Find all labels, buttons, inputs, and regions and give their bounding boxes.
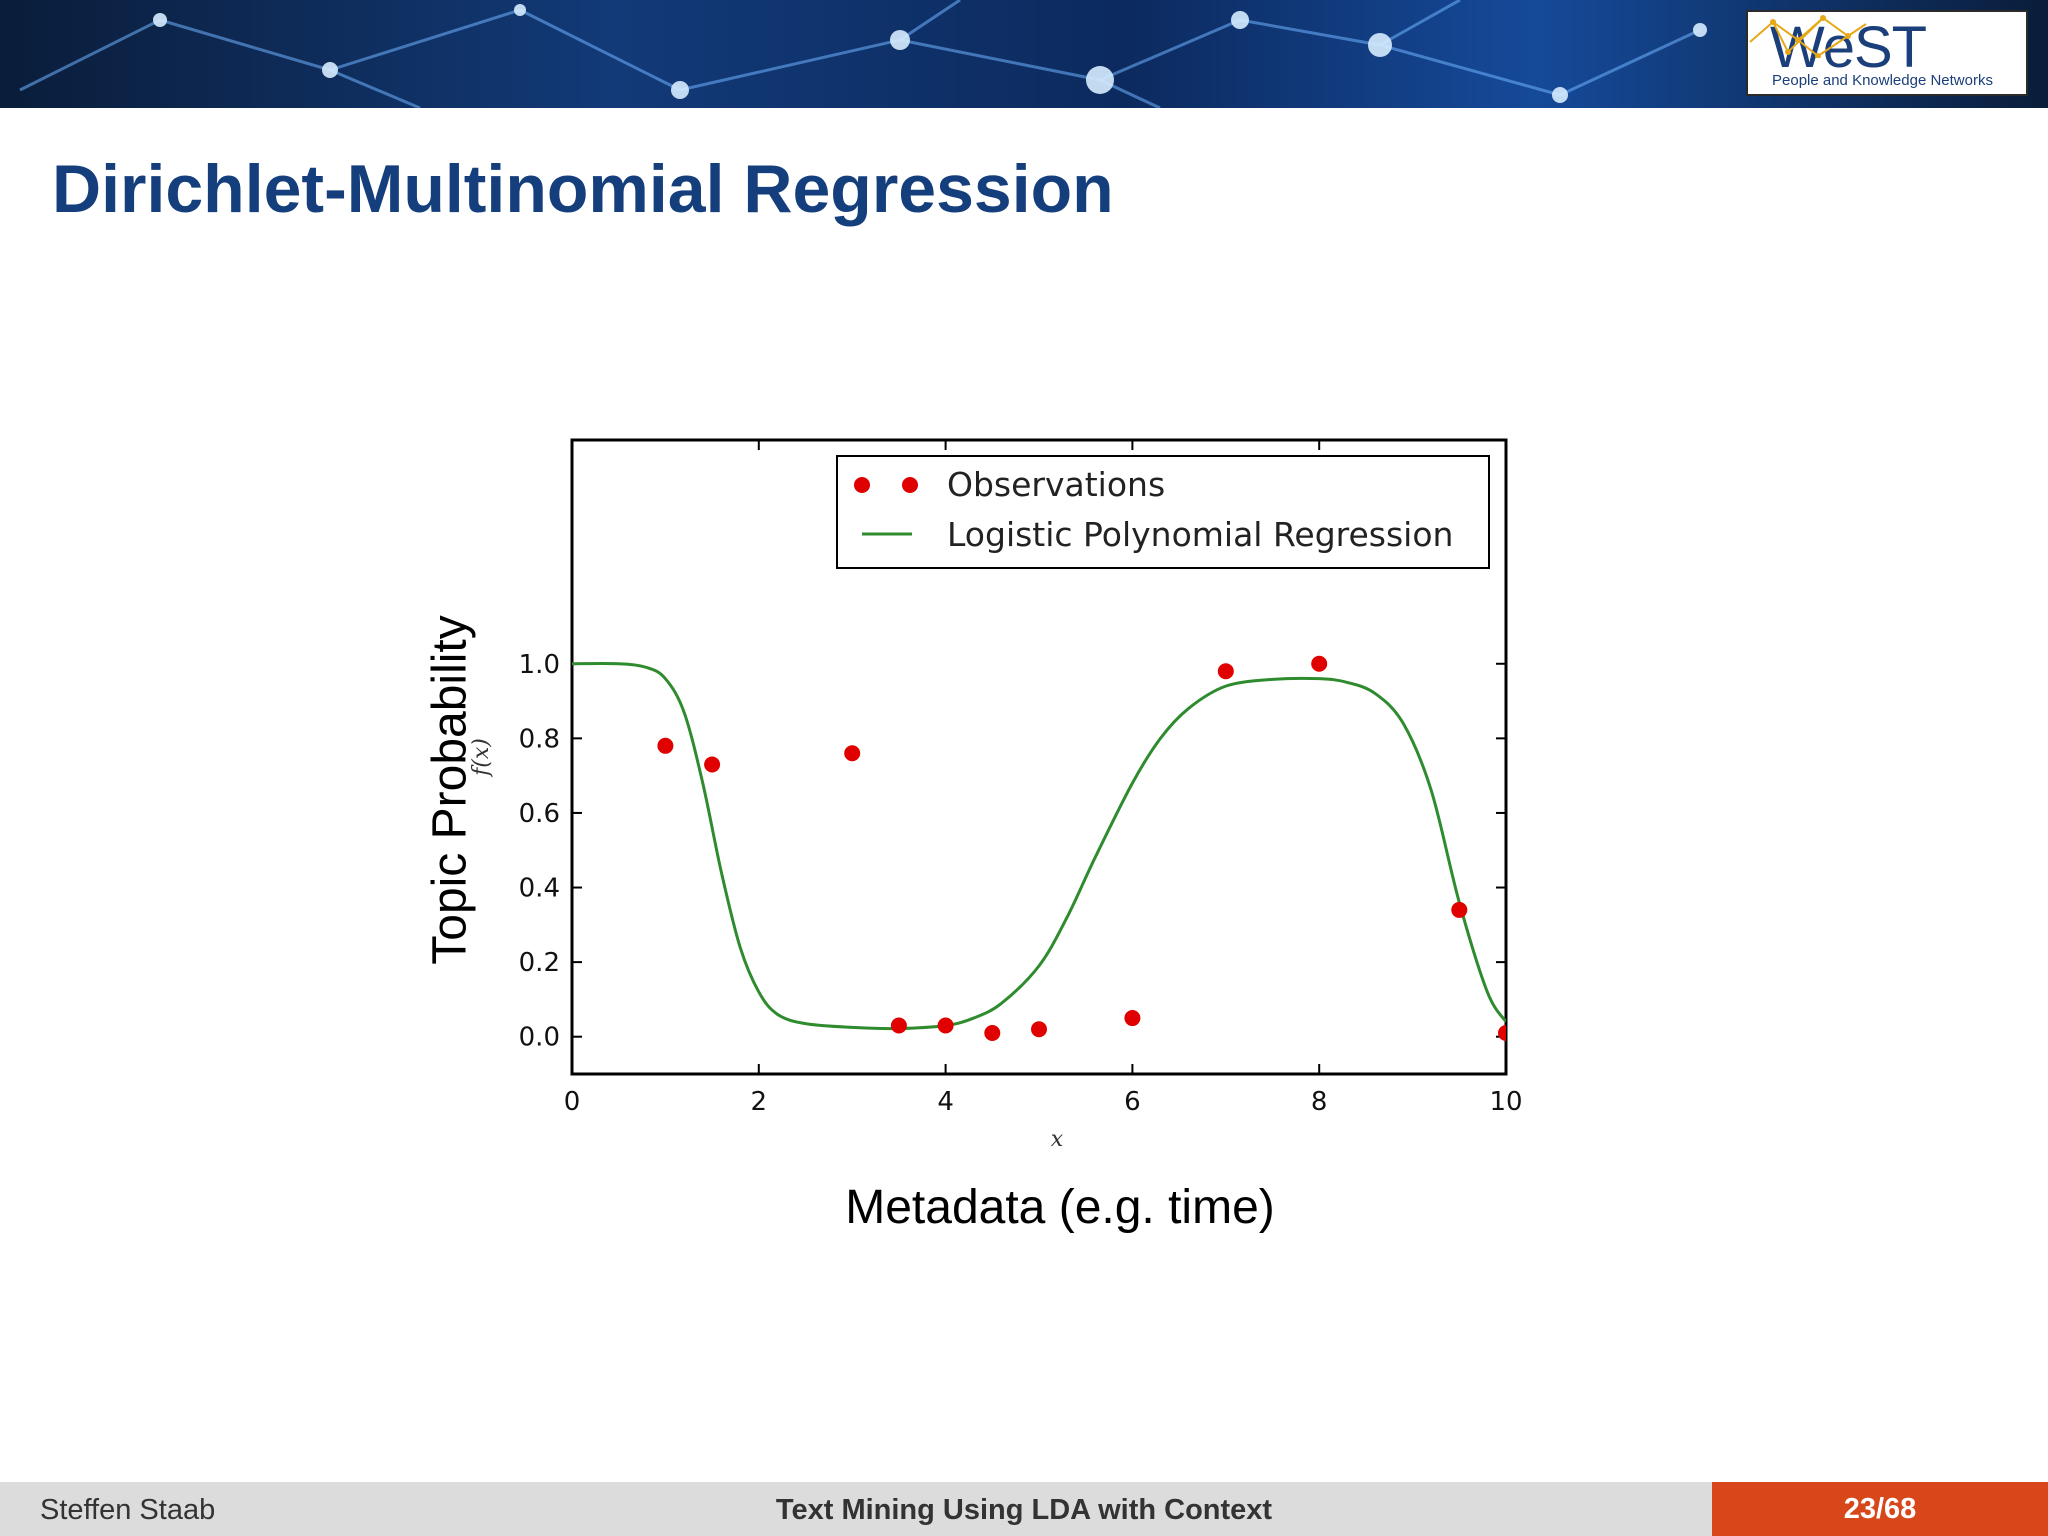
legend-observation-marker bbox=[902, 477, 918, 493]
y-tick-label: 0.4 bbox=[519, 874, 560, 904]
footer-title: Text Mining Using LDA with Context bbox=[775, 1494, 1273, 1526]
logo-subtitle: People and Knowledge Networks bbox=[1772, 72, 1993, 89]
observation-point bbox=[657, 737, 674, 754]
observation-point bbox=[984, 1024, 1001, 1041]
observation-point bbox=[1217, 663, 1234, 680]
y-tick-label: 0.0 bbox=[519, 1023, 560, 1053]
y-axis-overlay-text: Topic Probability bbox=[423, 615, 477, 965]
page-number: 23/68 bbox=[1712, 1482, 2048, 1536]
x-tick-label: 4 bbox=[937, 1087, 954, 1117]
network-background bbox=[19, 0, 1707, 108]
footer-bar: Steffen Staab Text Mining Using LDA with… bbox=[0, 1482, 2048, 1536]
observation-point bbox=[890, 1017, 907, 1034]
observation-point bbox=[937, 1017, 954, 1034]
legend-observation-marker bbox=[854, 477, 870, 493]
logo-network-icon bbox=[1749, 15, 1867, 58]
observation-point bbox=[1124, 1010, 1141, 1027]
footer-author: Steffen Staab bbox=[40, 1494, 216, 1526]
header-banner: WeST People and Knowledge Networks bbox=[0, 0, 2048, 108]
x-tick-label: 0 bbox=[564, 1087, 581, 1117]
x-tick-label: 6 bbox=[1124, 1087, 1141, 1117]
legend-entry-observations: Observations bbox=[947, 465, 1165, 504]
x-axis-label: x bbox=[1051, 1127, 1064, 1152]
observation-point bbox=[1451, 901, 1468, 918]
x-tick-label: 2 bbox=[751, 1087, 768, 1117]
observation-point bbox=[1311, 655, 1328, 672]
x-axis-overlay-label: Metadata (e.g. time) bbox=[845, 1181, 1275, 1234]
y-tick-label: 0.8 bbox=[519, 724, 560, 754]
logo-wordmark: WeST bbox=[1770, 15, 1927, 80]
observation-points bbox=[657, 655, 1506, 1041]
observation-point bbox=[844, 745, 861, 762]
observation-point bbox=[1498, 1024, 1506, 1041]
slide-title: Dirichlet-Multinomial Regression bbox=[52, 151, 1114, 227]
legend-entry-regression: Logistic Polynomial Regression bbox=[947, 515, 1453, 554]
observation-point bbox=[704, 756, 721, 773]
y-tick-label: 1.0 bbox=[519, 650, 560, 680]
y-tick-label: 0.6 bbox=[519, 799, 560, 829]
y-tick-label: 0.2 bbox=[519, 948, 560, 978]
west-logo: WeST People and Knowledge Networks bbox=[1746, 10, 2028, 96]
regression-curve bbox=[572, 661, 1506, 1031]
x-tick-label: 8 bbox=[1311, 1087, 1328, 1117]
y-axis-label: f(x) bbox=[469, 738, 494, 778]
legend-box bbox=[836, 455, 1490, 569]
observation-point bbox=[1031, 1021, 1047, 1038]
y-axis-overlay-label: Topic Probability bbox=[420, 600, 480, 980]
x-tick-label: 10 bbox=[1489, 1087, 1522, 1117]
